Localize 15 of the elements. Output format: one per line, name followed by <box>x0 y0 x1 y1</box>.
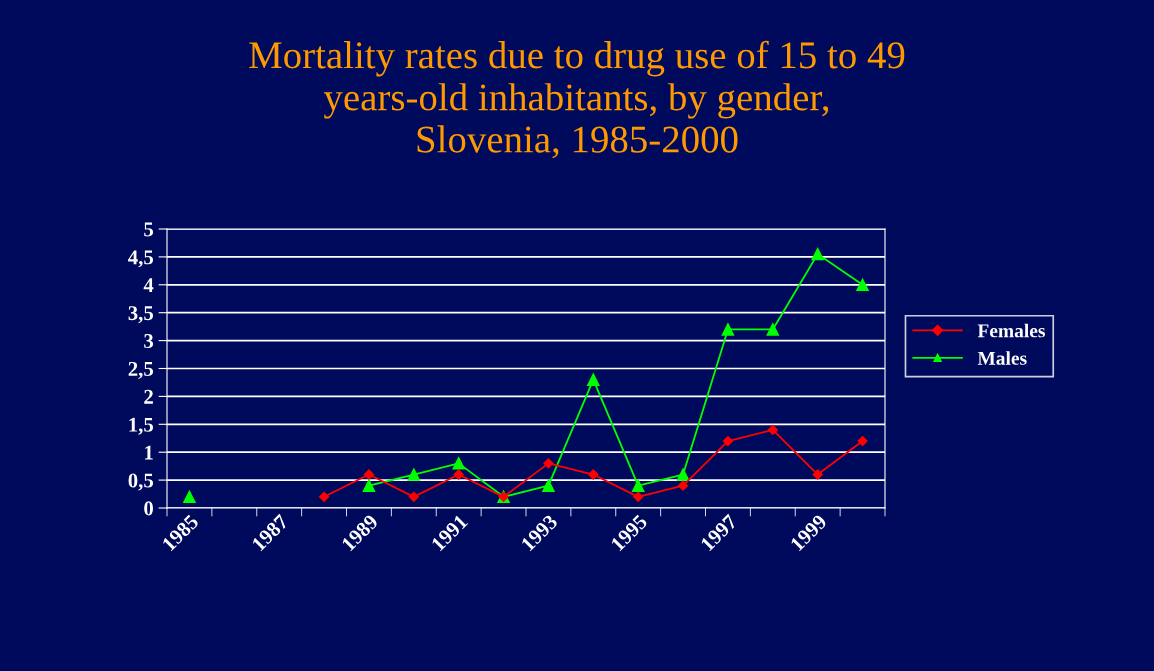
y-tick-label: 1 <box>145 445 153 460</box>
y-tick-label: 4 <box>143 278 154 293</box>
y-tick-label: 4,5 <box>128 250 154 268</box>
y-tick-label: 3 <box>144 334 154 349</box>
chart-title: Mortality rates due to drug use of 15 to 49 years-old inhabitants, by gender, Slovenia, 1985-2000 <box>249 40 905 159</box>
y-tick-label: 5 <box>144 222 154 237</box>
y-tick-label: 2,5 <box>128 361 154 379</box>
y-tick-label: 1,5 <box>129 417 154 435</box>
y-tick-label: 0 <box>144 501 154 516</box>
x-tick-label: 1991 <box>430 514 469 552</box>
y-tick-label: 3,5 <box>128 306 154 324</box>
y-tick-label: 2 <box>144 389 153 404</box>
legend-label: Females <box>977 323 1045 338</box>
y-tick-label: 0,5 <box>128 473 154 491</box>
legend-label: Males <box>977 351 1027 365</box>
